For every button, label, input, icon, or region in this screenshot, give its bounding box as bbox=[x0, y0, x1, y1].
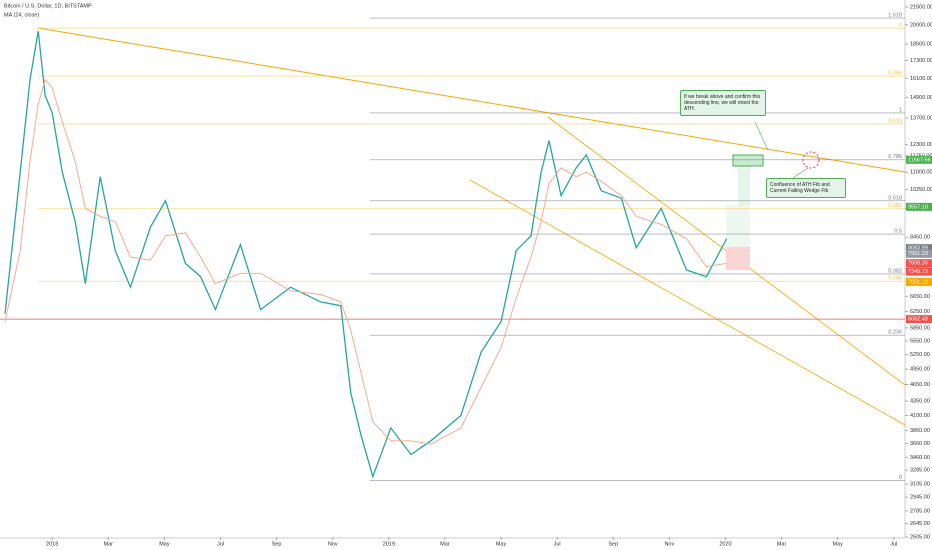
fib-label: 1.618 bbox=[888, 12, 902, 18]
y-tick-label: 17300.00 bbox=[910, 58, 932, 64]
x-tick-label: 2018 bbox=[46, 541, 58, 547]
y-tick-label: 2785.00 bbox=[910, 508, 930, 514]
price-tag-label: 9557.10 bbox=[908, 204, 928, 210]
fib-label: 0.618 bbox=[888, 195, 902, 201]
chart-title: Bitcoin / U.S. Dollar, 1D, BITSTAMP bbox=[4, 3, 92, 9]
price-line bbox=[4, 78, 727, 445]
fib-label: 0.786 bbox=[888, 70, 902, 76]
y-tick-label: 12300.00 bbox=[910, 142, 932, 148]
y-tick-label: 3105.00 bbox=[910, 482, 930, 488]
price-tag-label: 7606.30 bbox=[908, 261, 928, 267]
price-tag-label: 7051.12 bbox=[908, 279, 928, 285]
risk-box bbox=[726, 247, 750, 270]
price-tag bbox=[906, 315, 932, 324]
price-tag-label: 7349.79 bbox=[908, 269, 928, 275]
price-tag-label: 11567.56 bbox=[908, 157, 931, 163]
x-tick-label: 2020 bbox=[719, 541, 731, 547]
fib-label: 0.5 bbox=[894, 229, 902, 235]
price-tag bbox=[906, 249, 932, 258]
annotation: Confluence of ATH Fib and Current Fallin… bbox=[766, 178, 846, 198]
y-tick-label: 8450.00 bbox=[910, 235, 930, 241]
y-tick-label: 5850.00 bbox=[910, 325, 930, 331]
fib-label: 0.618 bbox=[888, 118, 902, 124]
x-tick-label: Mar bbox=[777, 541, 787, 547]
y-tick-label: 16100.00 bbox=[910, 76, 932, 82]
y-tick-label: 2505.00 bbox=[910, 534, 930, 540]
y-tick-label: 3860.00 bbox=[910, 428, 930, 434]
x-tick-label: Mar bbox=[104, 541, 114, 547]
price-line bbox=[4, 30, 728, 479]
y-tick-label: 20000.00 bbox=[910, 22, 932, 28]
y-tick-label: 10250.00 bbox=[910, 187, 932, 193]
x-tick-label: May bbox=[832, 541, 843, 547]
annotation: If we break above and confirm this desce… bbox=[680, 90, 766, 116]
y-tick-label: 6650.00 bbox=[910, 294, 930, 300]
fib-label: 0.382 bbox=[888, 203, 902, 209]
x-tick-label: May bbox=[496, 541, 507, 547]
y-tick-label: 4100.00 bbox=[910, 413, 930, 419]
x-tick-label: 2019 bbox=[383, 541, 395, 547]
fib-label: 0.786 bbox=[888, 154, 902, 160]
y-tick-label: 4650.00 bbox=[910, 382, 930, 388]
x-tick-label: Jul bbox=[554, 541, 561, 547]
fib-label: 0.236 bbox=[888, 330, 902, 336]
price-tag-label: 7901.23 bbox=[908, 251, 928, 257]
y-tick-label: 5550.00 bbox=[910, 338, 930, 344]
x-tick-label: Jul bbox=[217, 541, 224, 547]
trendline bbox=[37, 27, 906, 173]
fib-label: 0.236 bbox=[888, 276, 902, 282]
y-tick-label: 6250.00 bbox=[910, 309, 930, 315]
y-tick-label: 4950.00 bbox=[910, 367, 930, 373]
y-tick-label: 4350.00 bbox=[910, 398, 930, 404]
y-tick-label: 13700.00 bbox=[910, 116, 932, 122]
y-tick-label: 3460.00 bbox=[910, 455, 930, 461]
trendline bbox=[469, 179, 906, 426]
price-tag bbox=[906, 244, 932, 253]
y-tick-label: 11000.00 bbox=[910, 170, 932, 176]
y-tick-label: 21500.00 bbox=[910, 4, 932, 10]
projection-area bbox=[726, 205, 750, 250]
fib-label: 1 bbox=[899, 23, 902, 29]
x-tick-label: Mar bbox=[440, 541, 450, 547]
y-tick-label: 2945.00 bbox=[910, 495, 930, 501]
fib-label: 1 bbox=[899, 107, 902, 113]
price-tag bbox=[906, 267, 932, 276]
x-tick-label: Sep bbox=[608, 541, 618, 547]
price-tag bbox=[906, 155, 932, 164]
x-tick-label: Nov bbox=[664, 541, 674, 547]
price-tag-label: 8083.99 bbox=[908, 246, 928, 252]
y-tick-label: 3285.00 bbox=[910, 468, 930, 474]
price-tag bbox=[906, 277, 932, 286]
price-tag bbox=[906, 259, 932, 268]
price-tag bbox=[906, 202, 932, 211]
y-tick-label: 2645.00 bbox=[910, 521, 930, 527]
price-tag-label: 6062.48 bbox=[908, 317, 928, 323]
target-box bbox=[732, 154, 764, 167]
y-tick-label: 3660.00 bbox=[910, 441, 930, 447]
x-tick-label: Jul bbox=[890, 541, 897, 547]
y-tick-label: 5250.00 bbox=[910, 352, 930, 358]
x-tick-label: Sep bbox=[272, 541, 282, 547]
x-tick-label: May bbox=[159, 541, 170, 547]
x-tick-label: Nov bbox=[328, 541, 338, 547]
fib-label: 0.382 bbox=[888, 268, 902, 274]
indicator-label: MA (24, close) bbox=[4, 12, 39, 18]
y-tick-label: 14900.00 bbox=[910, 95, 932, 101]
callout-pointer bbox=[754, 121, 769, 151]
fib-label: 0 bbox=[899, 475, 902, 481]
y-tick-label: 18500.00 bbox=[910, 42, 932, 48]
